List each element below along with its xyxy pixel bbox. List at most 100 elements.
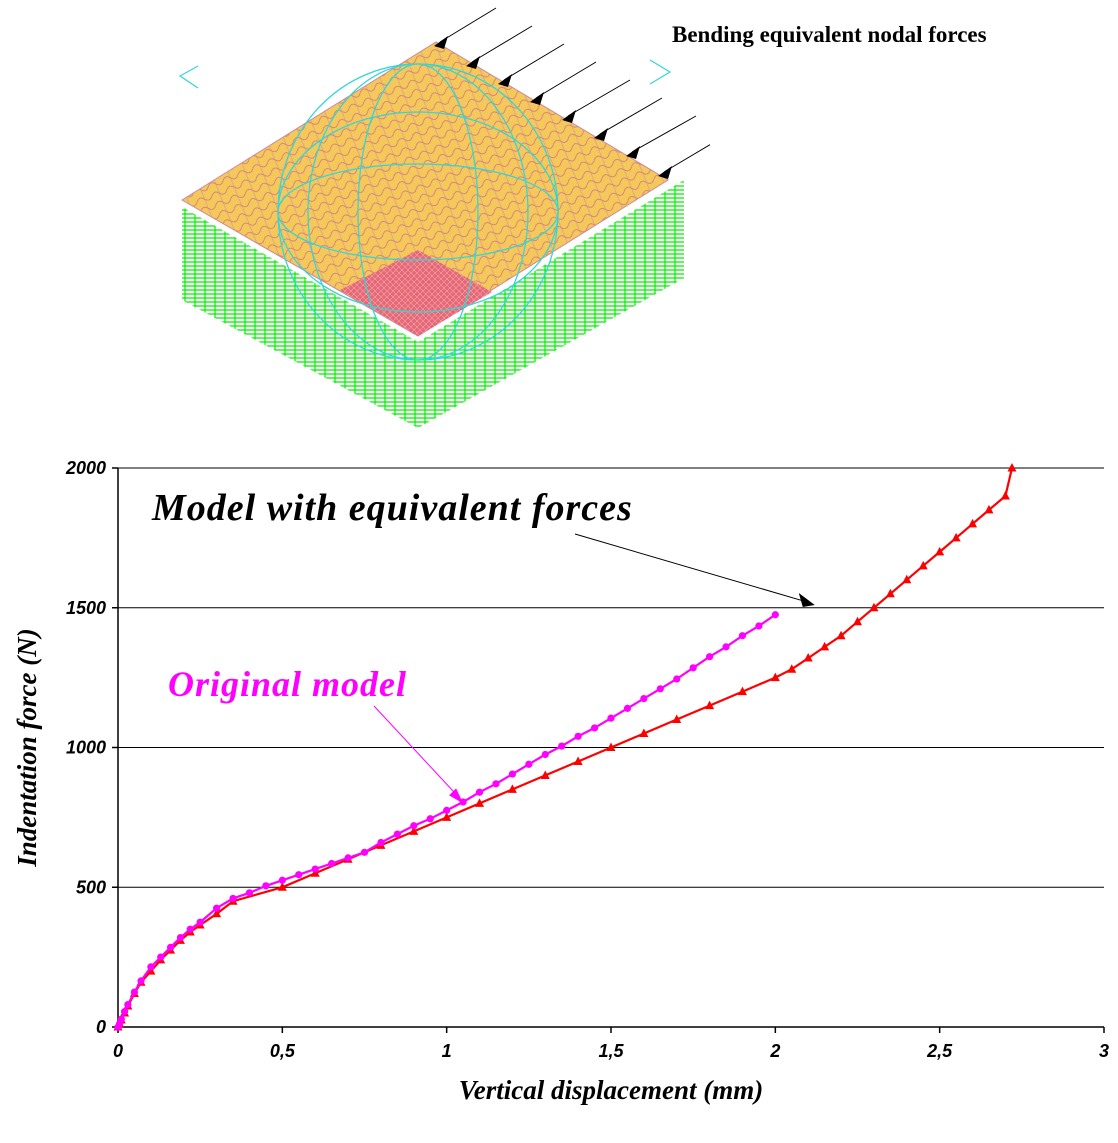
point-1-17 <box>278 876 286 884</box>
point-0-31 <box>787 664 797 673</box>
annotation-equivalent-forces-arrowhead <box>798 592 815 607</box>
point-1-9 <box>166 943 175 951</box>
x-tick-label-4: 2 <box>769 1041 780 1061</box>
point-1-37 <box>607 714 615 722</box>
point-0-38 <box>902 574 912 584</box>
point-1-47 <box>771 611 779 619</box>
x-tick-label-5: 2,5 <box>926 1041 953 1061</box>
annotations: Model with equivalent forces Original mod… <box>151 487 815 804</box>
point-1-26 <box>426 815 434 823</box>
point-0-22 <box>507 784 517 793</box>
x-tick-label-0: 0 <box>113 1041 123 1061</box>
point-0-28 <box>705 700 715 710</box>
point-1-10 <box>176 933 185 942</box>
point-1-7 <box>147 963 155 971</box>
point-1-45 <box>738 632 747 640</box>
fe-mesh-plate-icon <box>178 7 710 428</box>
point-1-4 <box>124 1001 132 1009</box>
point-0-26 <box>639 728 649 738</box>
y-tick-label-2: 1000 <box>66 738 106 758</box>
point-0-32 <box>803 653 813 662</box>
point-0-36 <box>869 602 879 612</box>
point-0-15 <box>277 882 287 891</box>
point-1-35 <box>574 732 582 740</box>
point-1-31 <box>508 770 516 778</box>
point-0-20 <box>442 812 452 821</box>
y-tick-label-3: 1500 <box>66 598 106 618</box>
point-1-12 <box>196 918 204 926</box>
point-1-20 <box>328 859 336 868</box>
force-displacement-chart: 0 0,5 1 1,5 2 2,5 3 0 500 1000 1500 2000 Model with… <box>12 458 1109 1105</box>
point-1-42 <box>689 664 697 672</box>
point-1-18 <box>295 871 303 879</box>
point-0-40 <box>935 546 945 556</box>
annotation-equivalent-forces-leader <box>574 533 807 603</box>
point-1-43 <box>706 653 714 661</box>
point-1-11 <box>186 925 194 933</box>
point-0-35 <box>853 616 862 626</box>
x-tick-label-1: 0,5 <box>270 1041 296 1061</box>
point-0-43 <box>984 504 994 514</box>
point-1-44 <box>722 643 730 651</box>
figure-caption: Bending equivalent nodal forces <box>672 22 987 47</box>
point-0-30 <box>770 672 780 682</box>
x-tick-label-3: 1,5 <box>598 1041 624 1061</box>
point-0-37 <box>885 588 895 598</box>
point-0-27 <box>672 714 682 724</box>
point-1-25 <box>410 822 418 830</box>
point-0-19 <box>409 826 419 835</box>
point-0-13 <box>212 908 222 918</box>
point-0-34 <box>836 630 846 640</box>
point-0-24 <box>573 756 583 765</box>
point-0-45 <box>1007 463 1017 472</box>
point-1-27 <box>443 806 451 814</box>
point-0-33 <box>820 641 830 651</box>
point-1-21 <box>344 854 352 862</box>
point-1-8 <box>157 953 165 961</box>
y-axis-title: Indentation force (N) <box>12 628 42 868</box>
point-1-30 <box>492 780 500 788</box>
point-0-44 <box>1000 490 1010 500</box>
point-0-42 <box>968 518 978 528</box>
y-tick-label-0: 0 <box>96 1017 106 1037</box>
y-tick-label-1: 500 <box>76 877 106 897</box>
point-1-46 <box>755 622 763 630</box>
x-tick-label-2: 1 <box>442 1041 452 1061</box>
point-1-3 <box>120 1008 129 1016</box>
annotation-original-model-arrowhead <box>449 788 464 804</box>
point-1-2 <box>117 1015 125 1023</box>
point-0-41 <box>951 532 961 542</box>
point-0-23 <box>540 770 550 779</box>
tick-labels: 0 0,5 1 1,5 2 2,5 3 0 500 1000 1500 2000 <box>65 458 1109 1061</box>
annotation-equivalent-forces: Model with equivalent forces <box>151 487 633 529</box>
point-1-33 <box>541 750 549 759</box>
point-1-19 <box>311 865 319 873</box>
point-1-32 <box>525 760 533 768</box>
point-1-6 <box>137 977 145 985</box>
point-1-39 <box>640 694 648 703</box>
point-1-41 <box>673 675 681 683</box>
point-1-16 <box>262 882 270 890</box>
point-1-29 <box>475 788 484 796</box>
x-axis-title: Vertical displacement (mm) <box>459 1075 763 1105</box>
point-0-29 <box>737 686 747 696</box>
series-line-0 <box>117 467 1014 1028</box>
point-0-21 <box>475 798 485 807</box>
point-1-23 <box>377 838 385 847</box>
y-tick-label-4: 2000 <box>65 458 106 478</box>
annotation-original-model: Original model <box>168 664 407 704</box>
series-layer <box>113 463 1017 1031</box>
point-1-14 <box>229 894 237 903</box>
point-1-15 <box>245 889 254 897</box>
annotation-original-model-leader <box>373 705 458 796</box>
point-1-40 <box>656 685 664 693</box>
point-1-13 <box>213 904 221 912</box>
point-0-39 <box>918 560 928 570</box>
point-1-36 <box>590 724 599 732</box>
point-1-38 <box>623 704 632 712</box>
point-1-24 <box>393 830 401 838</box>
point-0-25 <box>606 742 616 751</box>
point-1-34 <box>558 742 566 750</box>
point-1-5 <box>130 988 139 996</box>
series-original-model <box>114 611 779 1031</box>
